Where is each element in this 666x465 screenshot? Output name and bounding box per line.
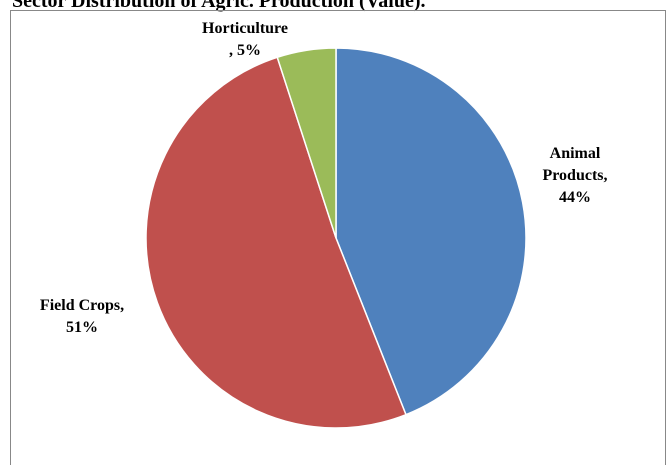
data-label-animal-products: Animal Products, 44% [542,145,607,206]
pie-slice-field-crops [145,56,407,429]
pie-slice-animal-products [335,47,527,416]
pie-slices [145,47,527,429]
pie-slice-horticulture [276,47,337,239]
data-label-field-crops: Field Crops, 51% [40,297,124,336]
data-label-horticulture: Horticulture, 5% [202,20,288,59]
chart-title: Sector Distribution of Agric. Production… [12,0,426,12]
pie-data-labels: Animal Products, 44% Field Crops, 51% Horticu… [40,20,608,336]
